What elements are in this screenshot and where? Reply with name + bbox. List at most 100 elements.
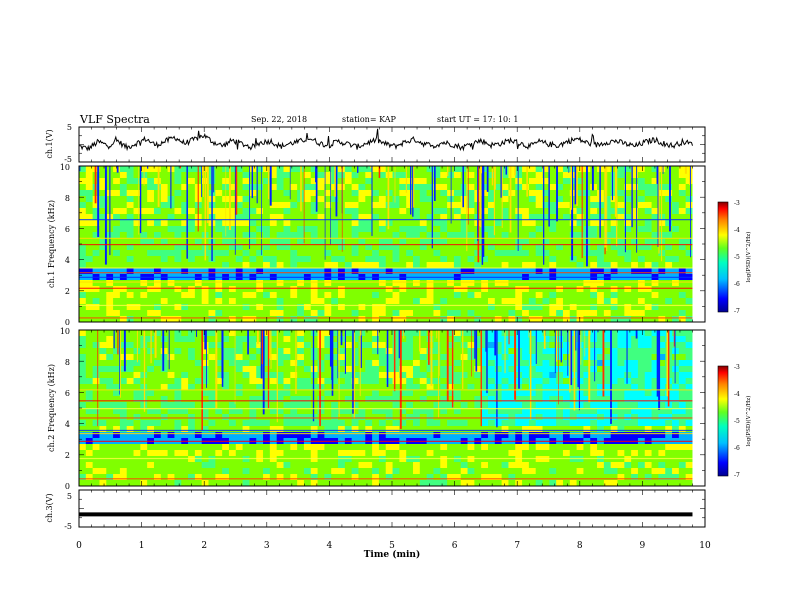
ch1-spectrogram-cell bbox=[201, 316, 209, 323]
ch2-spectrogram-cell bbox=[263, 414, 271, 421]
ch1-spectrogram-cell bbox=[467, 214, 475, 221]
ch1-spectrogram-cell bbox=[385, 310, 393, 317]
ch1-spectrogram-cell bbox=[535, 166, 543, 173]
ch2-spectrogram-cell bbox=[535, 366, 543, 373]
ch1-spectrogram-cell bbox=[610, 286, 618, 293]
ch1-spectrogram-sferic bbox=[467, 166, 469, 225]
ch1-spectrogram-cell bbox=[460, 190, 468, 197]
ch2-spectrogram-cell bbox=[167, 366, 175, 373]
ch1-spectrogram-cell bbox=[344, 256, 353, 263]
ch2-spectrogram-cell bbox=[453, 420, 462, 427]
ch2-spectrogram-cell bbox=[399, 378, 407, 385]
ch2-spectrogram-cell bbox=[344, 336, 353, 343]
ch1-spectrogram-cell bbox=[235, 214, 243, 221]
ch1-spectrogram-cell bbox=[494, 250, 503, 257]
ch2-spectrogram-cell bbox=[153, 354, 162, 361]
ch2-spectrogram-cell bbox=[181, 426, 189, 433]
ch2-spectrogram-cell bbox=[392, 360, 400, 367]
ch2-spectrogram-cell bbox=[658, 384, 666, 391]
ch1-spectrogram-cell bbox=[508, 172, 516, 179]
ch2-spectrogram-cell bbox=[324, 390, 332, 397]
ch2-spectrogram-cell bbox=[562, 360, 571, 367]
ch1-spectrogram-cell bbox=[79, 226, 87, 233]
ch2-spectrogram-cell bbox=[535, 342, 543, 349]
ch2-spectrogram-cell bbox=[310, 408, 318, 415]
ch2-spectrogram-cell bbox=[597, 444, 605, 451]
ch1-spectrogram-cell bbox=[147, 226, 155, 233]
ch2-spectrogram-cell bbox=[631, 450, 639, 457]
ch1-spectrogram-cell bbox=[222, 238, 230, 245]
ch1-spectrogram-cell bbox=[167, 298, 175, 305]
ch2-spectrogram-cell bbox=[590, 354, 598, 361]
ch2-spectrogram-cell bbox=[460, 390, 468, 397]
ch2-spectrogram-cell bbox=[174, 402, 182, 409]
ch1-ytick-10: 10 bbox=[60, 163, 70, 172]
ch1-spectrogram-cell bbox=[665, 220, 673, 227]
ch1-spectrogram-cell bbox=[419, 214, 428, 221]
ch2-spectrogram-cell bbox=[119, 342, 128, 349]
ch1-spectrogram-cell bbox=[372, 250, 380, 257]
ch1-spectrogram-cell bbox=[542, 214, 550, 221]
ch2-spectrogram-cell bbox=[658, 420, 666, 427]
ch2-spectrogram-cell bbox=[133, 426, 141, 433]
ch2-spectrogram-cell bbox=[372, 456, 380, 463]
ch1-spectrogram-cell bbox=[99, 256, 107, 263]
ch1-spectrogram-cell bbox=[535, 256, 543, 263]
ch1-spectrogram-cell bbox=[147, 298, 155, 305]
ch2-spectrogram-cell bbox=[631, 462, 639, 469]
ch2-spectrogram-cell bbox=[153, 414, 162, 421]
ch1-spectrogram-cell bbox=[528, 226, 537, 233]
ch1-spectrogram-cell bbox=[365, 280, 373, 287]
ch1-spectrogram-cell bbox=[99, 184, 107, 191]
ch1-spectrogram-cell bbox=[603, 256, 612, 263]
ch1-spectrogram-cell bbox=[508, 298, 516, 305]
ch2-spectrogram-cell bbox=[426, 336, 434, 343]
ch2-spectrogram-cell bbox=[562, 462, 571, 469]
ch1-spectrogram-cell bbox=[378, 256, 387, 263]
ch2-spectrogram-cell bbox=[501, 432, 509, 439]
ch1-spectrogram-cell bbox=[317, 172, 325, 179]
ch2-spectrogram-cell bbox=[372, 468, 380, 475]
ch2-spectrogram-cell bbox=[263, 384, 271, 391]
ch2-spectrogram-cell bbox=[119, 390, 128, 397]
ch1-spectrogram-cell bbox=[351, 256, 359, 263]
ch1-spectrogram-cell bbox=[106, 292, 114, 299]
ch2-spectrogram-cell bbox=[85, 420, 94, 427]
ch1-spectrogram-cell bbox=[174, 232, 182, 239]
ch1-spectrogram-cell bbox=[276, 178, 284, 185]
ch2-spectrogram-cell bbox=[338, 408, 346, 415]
ch1-spectrogram-cell bbox=[460, 196, 468, 203]
ch1-spectrogram-cell bbox=[351, 280, 359, 287]
ch1-spectrogram-cell bbox=[515, 310, 523, 317]
ch1-spectrogram-cell bbox=[338, 190, 346, 197]
ch2-spectrogram-cell bbox=[174, 366, 182, 373]
ch1-spectrogram-band bbox=[79, 219, 693, 221]
ch1-spectrogram-cell bbox=[569, 232, 577, 239]
ch2-spectrogram-cell bbox=[106, 462, 114, 469]
ch2-spectrogram-cell bbox=[597, 468, 605, 475]
ch1-spectrogram-cell bbox=[399, 280, 407, 287]
ch2-spectrogram-cell bbox=[583, 342, 591, 349]
ch2-spectrogram-cell bbox=[392, 342, 400, 349]
ch2-spectrogram-cell bbox=[426, 378, 434, 385]
ch1-spectrogram-cell bbox=[508, 226, 516, 233]
ch2-spectrogram-cell bbox=[392, 474, 400, 481]
ch1-spectrogram-cell bbox=[665, 238, 673, 245]
ch2-spectrogram-cell bbox=[324, 384, 332, 391]
ch1-spectrogram-cell bbox=[256, 196, 264, 203]
ch2-spectrogram-cell bbox=[378, 330, 387, 337]
ch2-spectrogram-cell bbox=[576, 426, 584, 433]
ch2-spectrogram-cell bbox=[263, 450, 271, 457]
ch1-spectrogram-cell bbox=[378, 292, 387, 299]
ch1-spectrogram-cell bbox=[372, 268, 380, 275]
ch2-spectrogram-cell bbox=[624, 408, 632, 415]
ch1-spectrogram-cell bbox=[399, 172, 407, 179]
ch2-spectrogram-cell bbox=[528, 420, 537, 427]
ch1-spectrogram-cell bbox=[590, 250, 598, 257]
ch1-spectrogram-cell bbox=[167, 316, 175, 323]
ch1-spectrogram-cell bbox=[276, 208, 284, 215]
ch2-spectrogram-cell bbox=[160, 462, 169, 469]
ch2-spectrogram-cell bbox=[297, 366, 305, 373]
ch1-spectrogram-cell bbox=[665, 202, 673, 209]
ch1-spectrogram-cell bbox=[508, 310, 516, 317]
